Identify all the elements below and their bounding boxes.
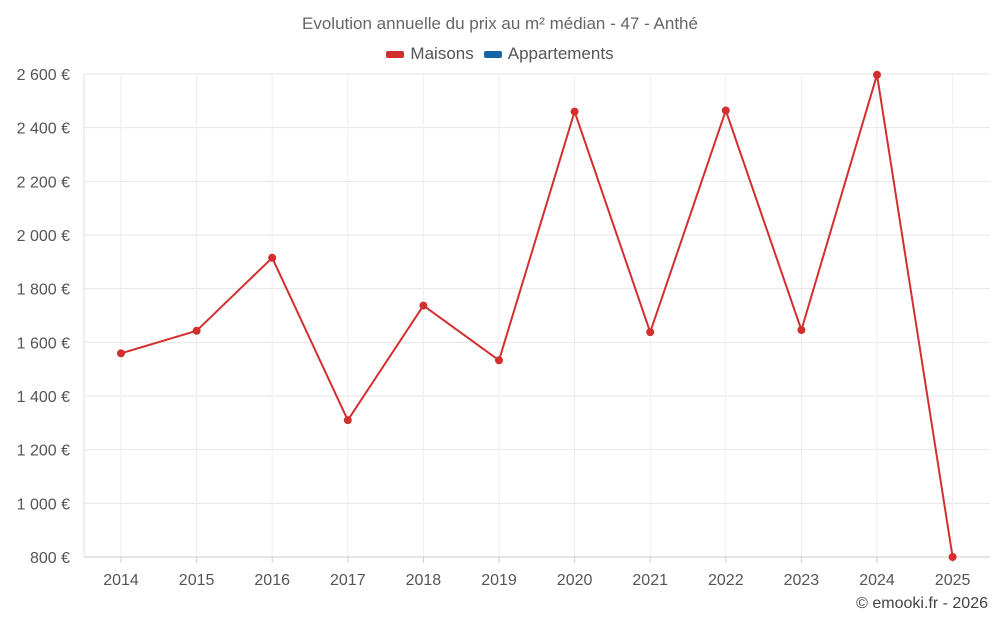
y-tick-label: 1 600 € bbox=[17, 335, 70, 352]
y-tick-label: 1 800 € bbox=[17, 282, 70, 299]
data-point-maisons-2017[interactable] bbox=[343, 416, 352, 425]
data-point-maisons-2018[interactable] bbox=[419, 301, 428, 310]
credit-text: © emooki.fr - 2026 bbox=[856, 595, 988, 612]
data-point-maisons-2021[interactable] bbox=[646, 328, 655, 337]
legend-label-appartements: Appartements bbox=[507, 44, 614, 63]
y-tick-label: 1 200 € bbox=[17, 443, 70, 460]
x-tick-label: 2015 bbox=[179, 572, 215, 589]
legend-item-appartements[interactable]: Appartements bbox=[483, 44, 614, 64]
x-tick-label: 2020 bbox=[557, 572, 593, 589]
data-point-maisons-2019[interactable] bbox=[495, 356, 503, 365]
legend-swatch-maisons bbox=[386, 50, 405, 58]
data-point-maisons-2025[interactable] bbox=[948, 553, 957, 561]
data-point-maisons-2014[interactable] bbox=[117, 349, 125, 358]
y-tick-label: 2 000 € bbox=[17, 228, 70, 245]
x-tick-label: 2023 bbox=[784, 572, 820, 589]
chart-title: Evolution annuelle du prix au m² médian … bbox=[302, 14, 698, 33]
data-point-maisons-2023[interactable] bbox=[797, 325, 806, 334]
x-tick-label: 2019 bbox=[481, 572, 517, 589]
data-point-maisons-2016[interactable] bbox=[268, 253, 277, 262]
y-tick-label: 800 € bbox=[30, 550, 70, 567]
x-tick-label: 2017 bbox=[330, 572, 366, 589]
data-point-maisons-2020[interactable] bbox=[570, 107, 579, 116]
data-point-maisons-2022[interactable] bbox=[721, 106, 730, 115]
legend-swatch-appartements bbox=[483, 50, 502, 58]
series-line-maisons bbox=[120, 73, 954, 558]
x-tick-label: 2022 bbox=[708, 572, 744, 589]
data-point-maisons-2024[interactable] bbox=[873, 70, 881, 79]
x-tick-label: 2025 bbox=[935, 572, 971, 589]
x-tick-label: 2024 bbox=[859, 572, 895, 589]
legend-item-maisons[interactable]: Maisons bbox=[386, 44, 474, 64]
x-tick-label: 2016 bbox=[254, 572, 290, 589]
y-tick-label: 2 400 € bbox=[17, 121, 70, 138]
y-tick-label: 1 400 € bbox=[17, 389, 70, 406]
legend-label-maisons: Maisons bbox=[410, 44, 474, 63]
y-tick-label: 2 200 € bbox=[17, 174, 70, 191]
chart-legend: Maisons Appartements bbox=[0, 44, 1000, 64]
data-point-maisons-2015[interactable] bbox=[192, 326, 201, 335]
x-tick-label: 2014 bbox=[103, 572, 139, 589]
x-tick-label: 2021 bbox=[632, 572, 668, 589]
x-tick-label: 2018 bbox=[406, 572, 442, 589]
y-tick-label: 1 000 € bbox=[17, 496, 70, 513]
y-tick-label: 2 600 € bbox=[17, 67, 70, 84]
